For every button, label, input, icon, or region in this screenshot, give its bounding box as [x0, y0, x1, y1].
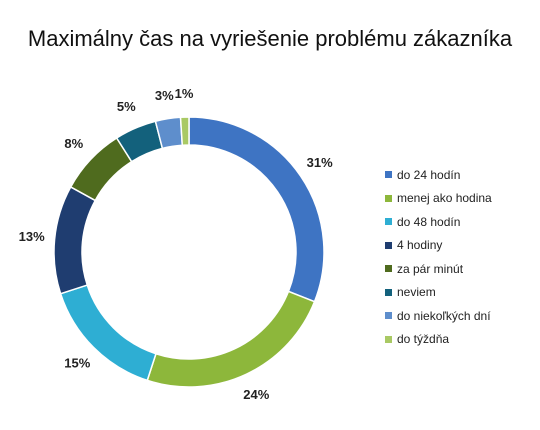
legend-item-6: do niekoľkých dní [385, 304, 492, 328]
donut-slice-7 [179, 116, 190, 147]
donut-slice-1 [146, 290, 316, 388]
legend-item-3: 4 hodiny [385, 234, 492, 258]
donut-slice-0 [188, 116, 325, 303]
data-label-2: 15% [64, 356, 90, 371]
data-label-4: 8% [64, 136, 83, 151]
legend-item-5: neviem [385, 281, 492, 305]
legend-label-6: do niekoľkých dní [397, 308, 491, 323]
legend-swatch-6 [385, 312, 392, 320]
legend-item-2: do 48 hodín [385, 210, 492, 234]
legend-label-5: neviem [397, 285, 436, 300]
data-label-3: 13% [19, 229, 45, 244]
donut-slice-3 [53, 185, 97, 295]
legend-label-4: za pár minút [397, 261, 464, 276]
legend-item-0: do 24 hodín [385, 163, 492, 187]
data-label-1: 24% [243, 387, 269, 402]
legend-swatch-4 [385, 265, 392, 273]
legend: do 24 hodín menej ako hodina do 48 hodín 4 … [385, 163, 492, 351]
legend-swatch-0 [385, 171, 392, 179]
legend-label-3: 4 hodiny [397, 238, 443, 253]
chart-title: Maximálny čas na vyriešenie problému zák… [27, 26, 513, 51]
legend-swatch-3 [385, 241, 392, 249]
legend-swatch-7 [385, 335, 392, 343]
legend-item-7: do týždňa [385, 328, 492, 352]
legend-label-7: do týždňa [397, 332, 450, 347]
legend-swatch-2 [385, 218, 392, 226]
data-label-6: 3% [155, 88, 174, 103]
data-label-0: 31% [307, 155, 333, 170]
legend-item-1: menej ako hodina [385, 187, 492, 211]
legend-item-4: za pár minút [385, 257, 492, 281]
legend-label-0: do 24 hodín [397, 167, 461, 182]
legend-swatch-1 [385, 194, 392, 202]
legend-label-2: do 48 hodín [397, 214, 461, 229]
legend-swatch-5 [385, 288, 392, 296]
legend-label-1: menej ako hodina [397, 191, 492, 206]
data-label-7: 1% [175, 86, 194, 101]
data-label-5: 5% [117, 99, 136, 114]
